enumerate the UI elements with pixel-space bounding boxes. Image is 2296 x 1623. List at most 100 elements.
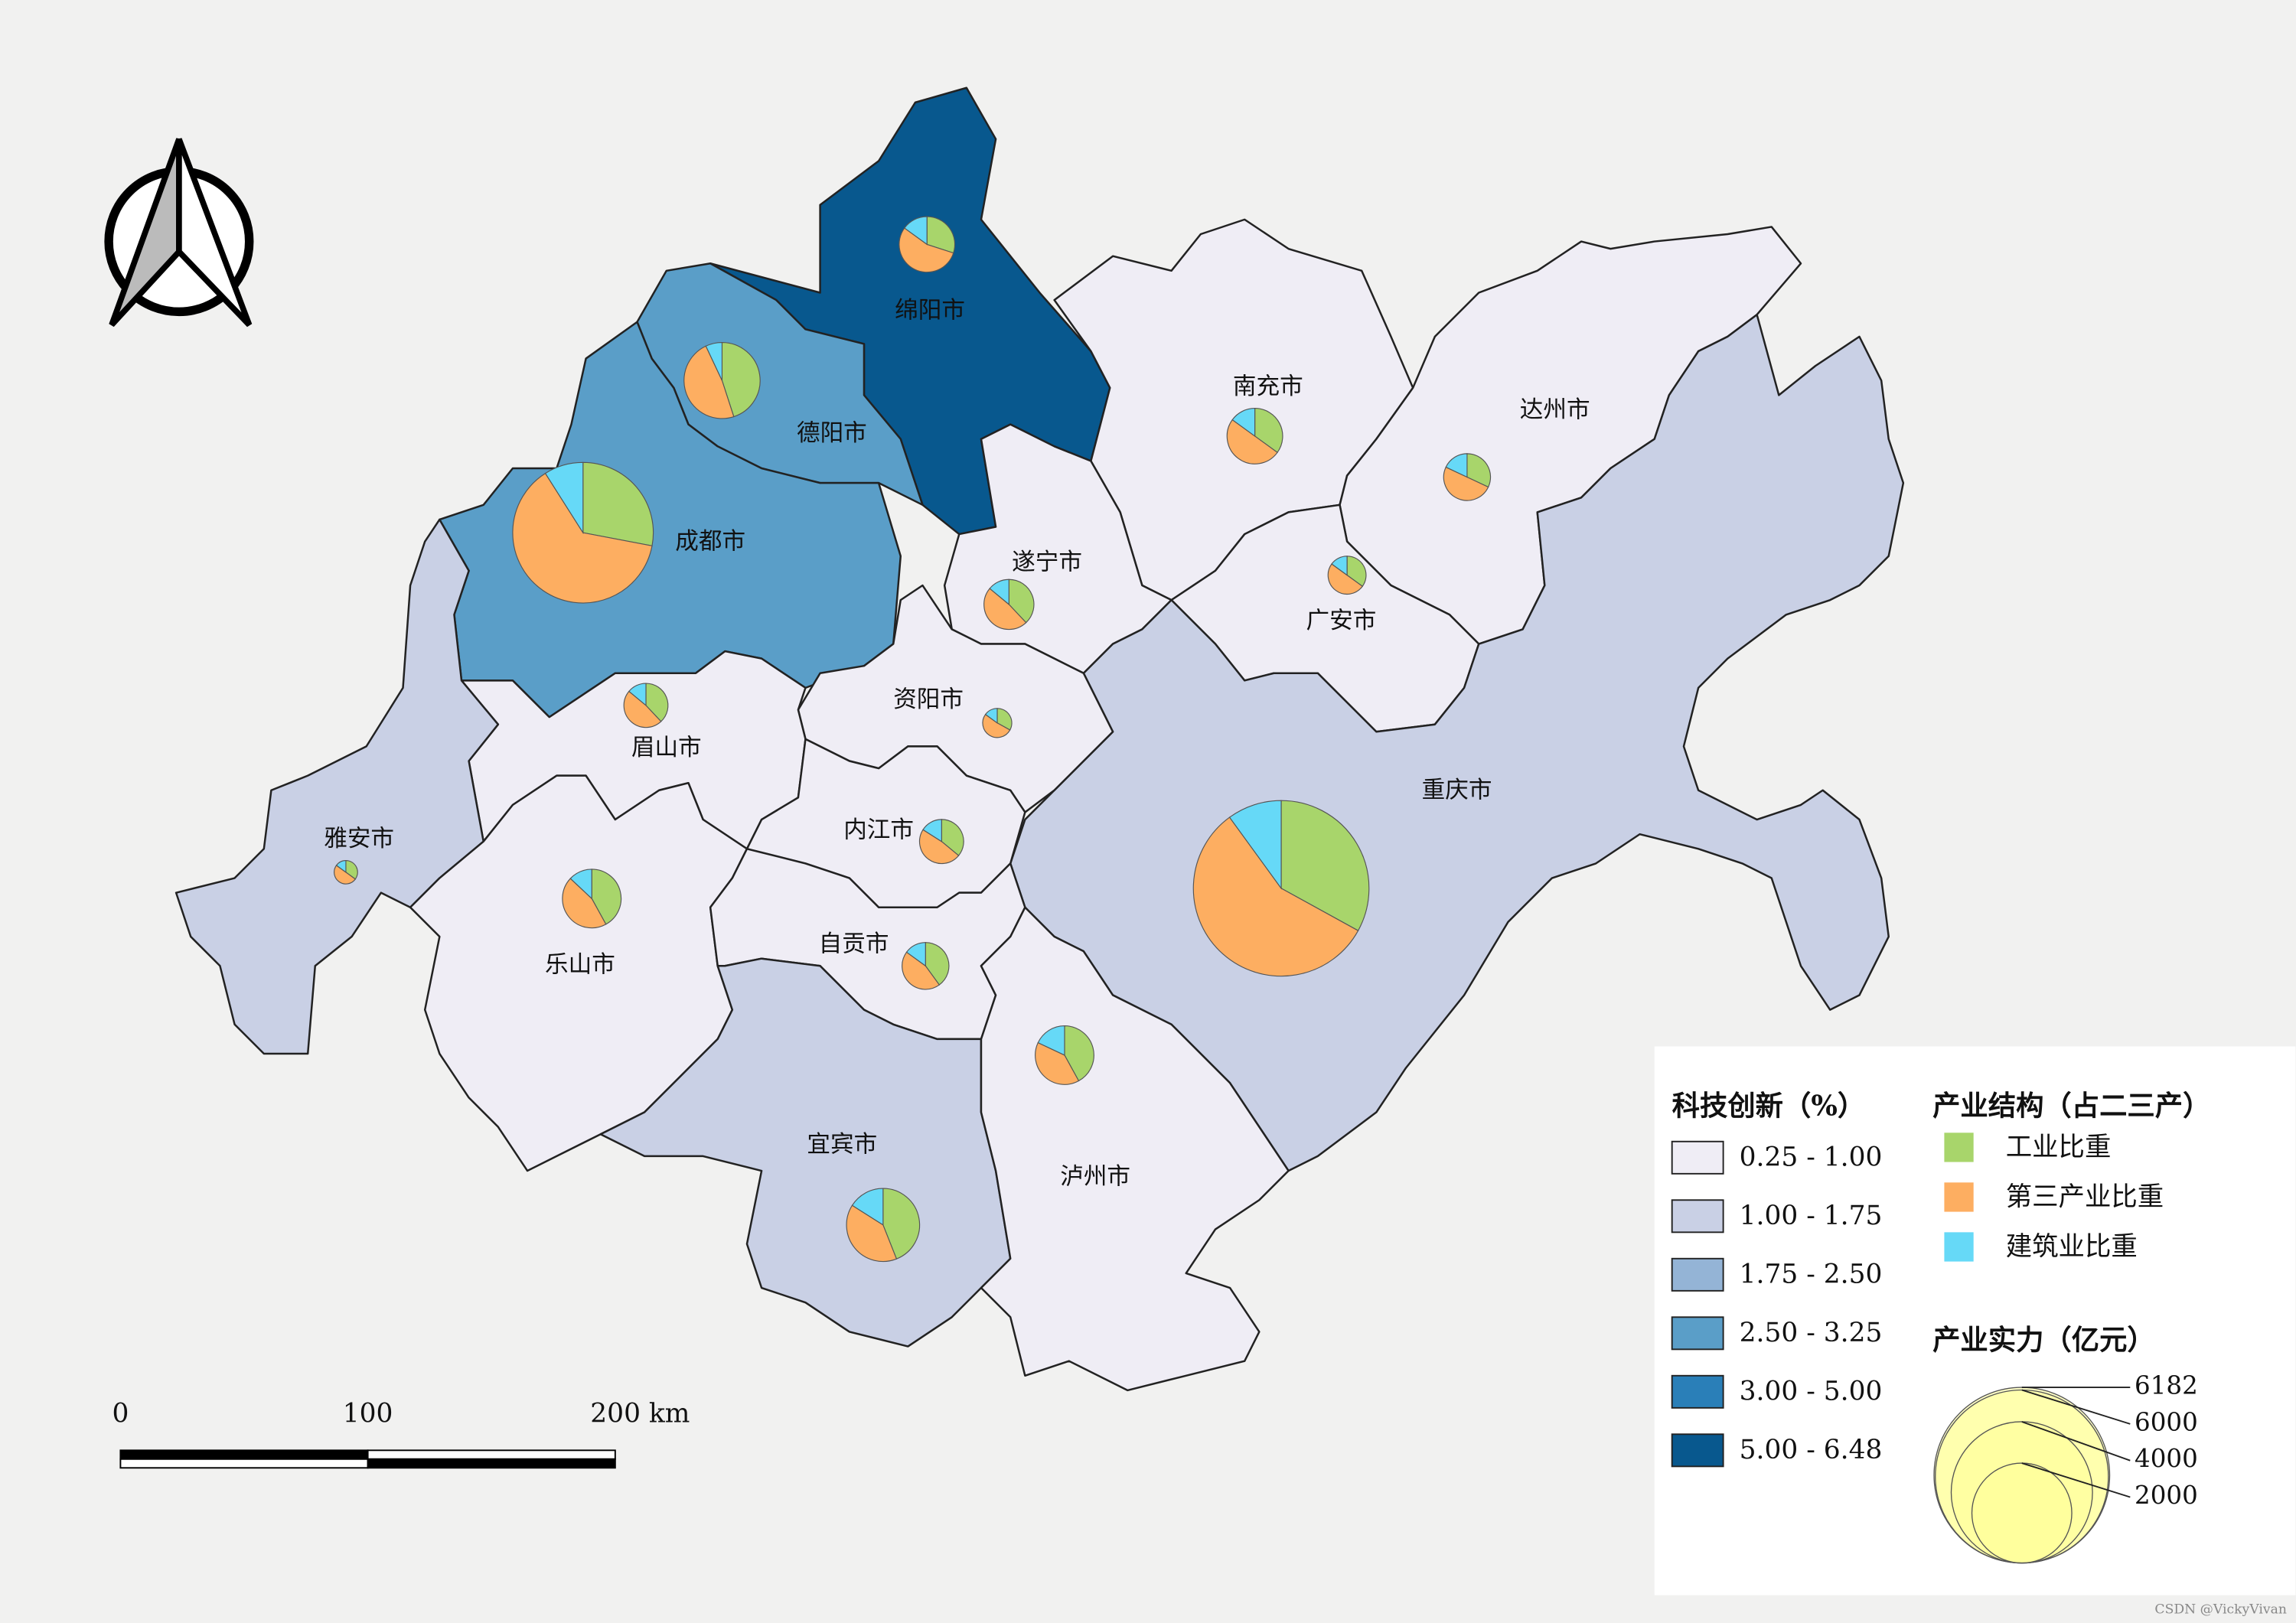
city-label: 广安市 bbox=[1306, 608, 1377, 634]
legend-swatch bbox=[1671, 1140, 1724, 1175]
pie-slice bbox=[512, 472, 653, 604]
legend-label: 5.00 - 6.48 bbox=[1740, 1435, 1883, 1465]
legend-leader bbox=[2021, 1421, 2131, 1462]
scale-label: 0 bbox=[112, 1398, 129, 1429]
city-label: 雅安市 bbox=[324, 826, 394, 852]
pie-slice bbox=[926, 216, 956, 254]
city-label: 遂宁市 bbox=[1012, 549, 1082, 575]
pie-slice bbox=[1228, 800, 1282, 890]
city-label: 乐山市 bbox=[545, 951, 615, 978]
pie-slice bbox=[1008, 578, 1035, 624]
pie-slice bbox=[623, 690, 662, 728]
legend-title: 产业结构（占二三产） bbox=[1932, 1089, 2210, 1122]
pie-slice bbox=[846, 1204, 898, 1263]
pie-slice bbox=[628, 683, 647, 707]
scale-block bbox=[119, 1458, 369, 1469]
legend-label: 1.75 - 2.50 bbox=[1740, 1260, 1883, 1290]
legend-swatch bbox=[1671, 1374, 1724, 1409]
pie-slice bbox=[905, 942, 926, 967]
pie-slice bbox=[582, 461, 654, 547]
scale-label: 200 km bbox=[590, 1398, 690, 1429]
legend-label: 2.50 - 3.25 bbox=[1740, 1318, 1883, 1348]
city-label: 重庆市 bbox=[1422, 777, 1492, 804]
scale-label: 100 bbox=[343, 1398, 393, 1429]
north-arrow bbox=[104, 138, 254, 328]
city-label: 宜宾市 bbox=[807, 1132, 877, 1159]
pie-slice bbox=[1064, 1025, 1094, 1082]
pie-slice bbox=[1226, 419, 1278, 464]
legend-swatch bbox=[1671, 1199, 1724, 1234]
pie-slice bbox=[1037, 1025, 1065, 1056]
pie-slice bbox=[902, 951, 941, 990]
city-label: 自贡市 bbox=[819, 930, 889, 957]
pie-slice bbox=[922, 819, 942, 842]
scale-block bbox=[367, 1449, 616, 1460]
legend-leader bbox=[2021, 1462, 2131, 1498]
scale-bar: 0 100 200 km bbox=[112, 1398, 690, 1469]
legend-bubble-label: 6000 bbox=[2135, 1407, 2198, 1436]
pie-slice bbox=[1035, 1041, 1080, 1085]
legend-leader bbox=[2021, 1389, 2131, 1425]
pie-slice bbox=[591, 869, 622, 925]
north-arrow-right bbox=[176, 138, 253, 328]
pie-slice bbox=[982, 713, 1011, 738]
city-label: 泸州市 bbox=[1060, 1164, 1130, 1191]
pie-slice bbox=[345, 859, 358, 880]
city-label: 内江市 bbox=[843, 816, 914, 843]
legend-swatch bbox=[1944, 1232, 1974, 1262]
pie-slice bbox=[335, 859, 347, 873]
legend-swatch bbox=[1944, 1182, 1974, 1212]
pie-slice bbox=[683, 345, 735, 419]
pie-slice bbox=[925, 942, 950, 986]
legend-bubble bbox=[1971, 1462, 2073, 1564]
pie-slice bbox=[721, 341, 761, 418]
legend-swatch bbox=[1671, 1433, 1724, 1468]
legend-label: 第三产业比重 bbox=[2006, 1181, 2164, 1212]
legend-swatch bbox=[1671, 1257, 1724, 1292]
pie-slice bbox=[1231, 408, 1256, 438]
pie-slice bbox=[1331, 556, 1348, 576]
pie-slice bbox=[1466, 453, 1492, 488]
pie-slice bbox=[544, 461, 584, 535]
pie-slice bbox=[918, 829, 960, 865]
legend: 科技创新（%） 产业结构（占二三产） 产业实力（亿元） 0.25 - 1.00 1… bbox=[1654, 1046, 2296, 1595]
city-label: 南充市 bbox=[1233, 373, 1303, 400]
city-label: 达州市 bbox=[1520, 396, 1590, 423]
pie-slice bbox=[562, 878, 607, 929]
legend-title: 产业实力（亿元） bbox=[1932, 1323, 2155, 1356]
legend-label: 工业比重 bbox=[2006, 1132, 2112, 1162]
pie-slice bbox=[1327, 563, 1364, 595]
pies bbox=[334, 216, 1492, 1263]
legend-label: 1.00 - 1.75 bbox=[1740, 1201, 1883, 1231]
legend-label: 0.25 - 1.00 bbox=[1740, 1142, 1883, 1173]
legend-swatch bbox=[1671, 1316, 1724, 1351]
city-label: 眉山市 bbox=[631, 735, 702, 761]
legend-bubble-label: 6182 bbox=[2135, 1371, 2198, 1400]
scale-block bbox=[119, 1449, 369, 1460]
city-label: 绵阳市 bbox=[895, 297, 965, 324]
pie-slice bbox=[645, 683, 669, 722]
city-label: 德阳市 bbox=[797, 420, 867, 447]
pie-slice bbox=[334, 865, 357, 885]
legend-label: 建筑业比重 bbox=[2006, 1231, 2138, 1262]
pie-slice bbox=[705, 341, 723, 381]
legend-bubble-label: 4000 bbox=[2135, 1444, 2198, 1473]
watermark: CSDN @VickyVivan bbox=[2154, 1602, 2287, 1617]
pie-slice bbox=[989, 578, 1009, 606]
pie-slice bbox=[983, 588, 1027, 631]
legend-title: 科技创新（%） bbox=[1672, 1089, 1866, 1122]
scale-block bbox=[367, 1458, 616, 1469]
pie-slice bbox=[882, 1188, 921, 1260]
pie-slice bbox=[899, 227, 954, 273]
pie-slice bbox=[851, 1188, 884, 1226]
pie-slice bbox=[1192, 816, 1359, 977]
pie-slice bbox=[984, 708, 998, 724]
pie-slice bbox=[1443, 466, 1489, 501]
pie-slice bbox=[1254, 408, 1283, 454]
pie-slice bbox=[1445, 453, 1468, 478]
pie-slice bbox=[1280, 800, 1370, 931]
city-label: 资阳市 bbox=[893, 686, 964, 713]
city-region bbox=[174, 518, 500, 1055]
